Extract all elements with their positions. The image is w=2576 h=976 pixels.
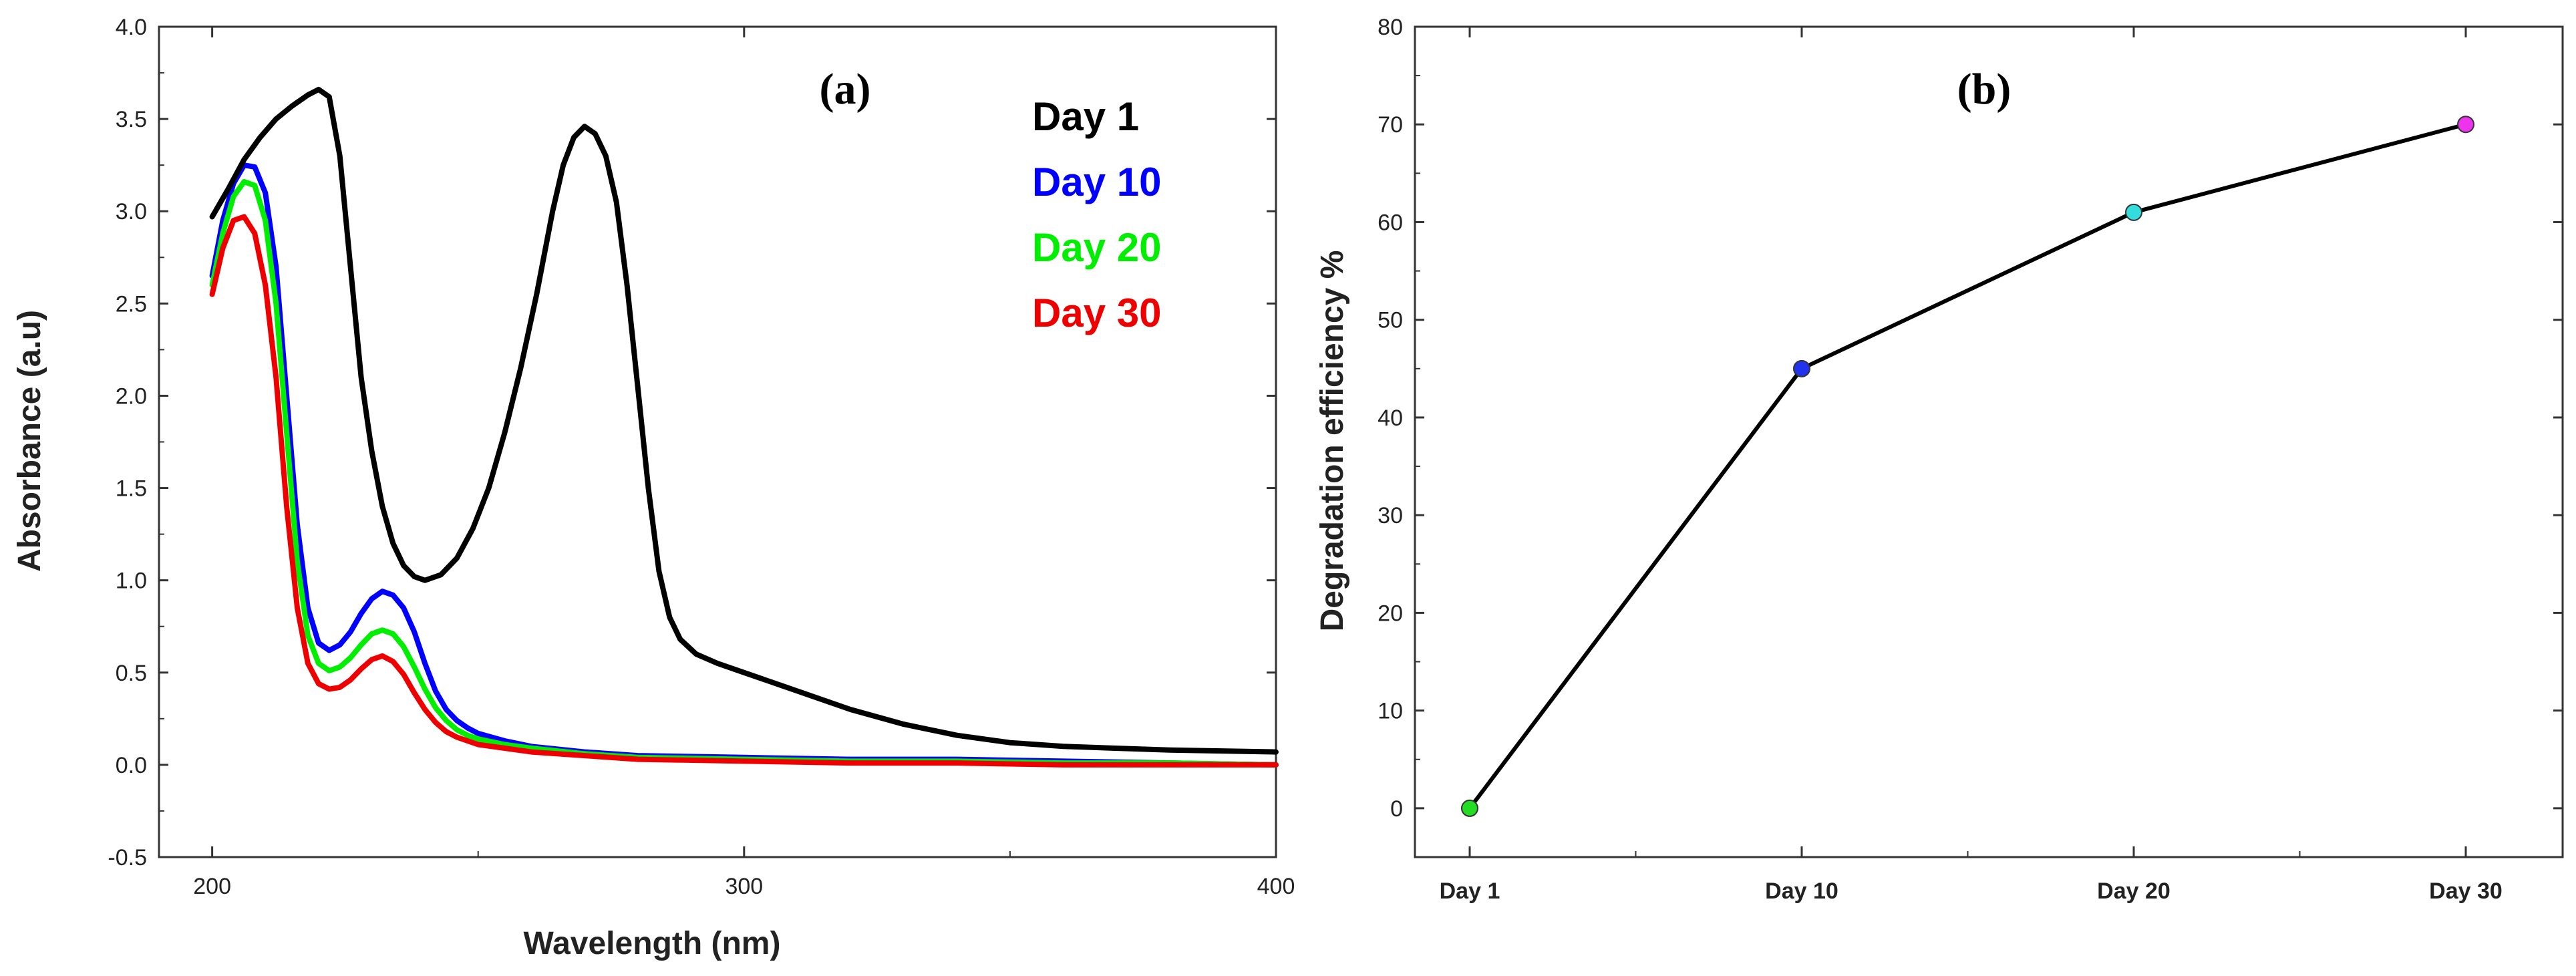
b-x-category-label-day-20: Day 20 [2097, 878, 2170, 904]
b-y-tick-label: 10 [1378, 699, 1403, 724]
b-x-category-label-day-1: Day 1 [1440, 878, 1500, 904]
panel-b-ticks: 0 10 20 30 40 50 60 70 80 Day 1 Day 10 Day 20 Day 30 [1378, 15, 2563, 904]
panel-b: 0 10 20 30 40 50 60 70 80 Day 1 Day 10 Day 20 Day 30… [1315, 15, 2564, 904]
a-y-tick-label: 2.5 [116, 291, 147, 317]
b-y-tick-label: 0 [1390, 796, 1403, 822]
data-point-day-20 [2125, 203, 2142, 221]
a-y-tick-label: 1.5 [116, 476, 147, 502]
data-point-day-30 [2457, 116, 2474, 134]
legend-entry-day-10: Day 10 [1032, 160, 1161, 204]
panel-a-ticks: -0.5 0.0 0.5 1.0 1.5 2.0 2.5 3.0 3.5 4.0 200 300 400 [108, 15, 1295, 899]
a-x-tick-label: 200 [193, 874, 231, 899]
series-line-day-30 [209, 214, 1279, 768]
efficiency-line [1468, 122, 2466, 810]
panel-b-series [1461, 116, 2474, 817]
a-y-tick-label: -0.5 [108, 845, 147, 870]
panel-a-label: (a) [820, 65, 871, 114]
b-y-tick-label: 70 [1378, 112, 1403, 138]
a-y-tick-label: 3.5 [116, 107, 147, 132]
panel-a-plot-frame [158, 25, 1277, 858]
a-y-tick-label: 3.0 [116, 199, 147, 224]
panel-a-series [209, 86, 1279, 768]
legend-entry-day-20: Day 20 [1032, 225, 1161, 270]
b-y-tick-label: 30 [1378, 503, 1403, 528]
b-y-tick-label: 60 [1378, 210, 1403, 235]
b-y-tick-label: 80 [1378, 15, 1403, 40]
b-y-tick-label: 20 [1378, 601, 1403, 626]
b-x-category-label-day-30: Day 30 [2429, 878, 2503, 904]
legend-entry-day-1: Day 1 [1032, 94, 1139, 139]
panel-a: -0.5 0.0 0.5 1.0 1.5 2.0 2.5 3.0 3.5 4.0 200 300 400… [12, 15, 1295, 961]
panel-a-y-axis-title: Absorbance (a.u) [12, 310, 47, 572]
panel-b-plot-frame [1414, 25, 2564, 858]
panel-a-legend: Day 1 Day 10 Day 20 Day 30 [1032, 94, 1161, 335]
data-point-day-1 [1461, 799, 1478, 817]
b-x-category-label-day-10: Day 10 [1765, 878, 1838, 904]
a-y-tick-label: 1.0 [116, 568, 147, 594]
a-y-tick-label: 0.5 [116, 661, 147, 686]
series-line-day-1 [209, 86, 1279, 755]
a-x-tick-label: 400 [1257, 874, 1295, 899]
a-y-tick-label: 0.0 [116, 753, 147, 778]
b-y-tick-label: 50 [1378, 308, 1403, 333]
legend-entry-day-30: Day 30 [1032, 291, 1161, 335]
data-point-day-10 [1793, 359, 1810, 377]
a-y-tick-label: 2.0 [116, 383, 147, 409]
a-x-tick-label: 300 [725, 874, 763, 899]
panel-b-label: (b) [1957, 65, 2011, 114]
panel-b-y-axis-title: Degradation efficiency % [1315, 251, 1350, 632]
panel-a-x-axis-title: Wavelength (nm) [524, 926, 781, 961]
a-y-tick-label: 4.0 [116, 15, 147, 40]
b-y-tick-label: 40 [1378, 405, 1403, 431]
